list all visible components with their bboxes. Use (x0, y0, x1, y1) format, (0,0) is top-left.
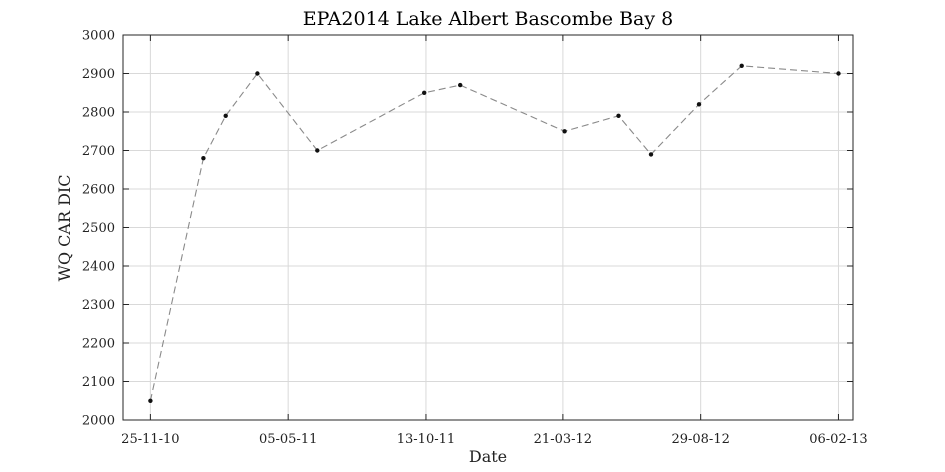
grid (123, 34, 853, 421)
data-point (739, 63, 744, 68)
data-point (422, 90, 427, 96)
x-tick-label: 29-08-12 (671, 432, 729, 447)
data-point (255, 71, 260, 76)
x-tick-label: 05-05-11 (259, 432, 317, 447)
data-point (458, 82, 463, 88)
axis-ticks (123, 34, 853, 421)
tick-labels: 2000 2100 2200 2300 2400 2500 2600 2700 2800 2900… (82, 29, 868, 448)
y-tick-label: 2900 (82, 67, 115, 82)
x-tick-label: 25-11-10 (121, 432, 179, 447)
y-tick-label: 2500 (82, 221, 115, 236)
y-tick-label: 2100 (82, 375, 115, 390)
data-point (201, 156, 206, 161)
x-tick-label: 06-02-13 (809, 432, 867, 447)
x-axis-label: Date (469, 447, 507, 466)
data-point (696, 102, 702, 107)
data-point (648, 152, 654, 157)
y-tick-label: 2600 (82, 183, 115, 198)
y-tick-label: 3000 (82, 29, 115, 44)
data-point (562, 129, 567, 134)
data-point (148, 398, 153, 403)
y-tick-label: 2400 (82, 260, 115, 275)
series-line (149, 65, 839, 401)
x-tick-label: 21-03-12 (534, 432, 592, 447)
y-tick-label: 2000 (82, 414, 115, 429)
x-tick-label: 13-10-11 (397, 432, 455, 447)
y-tick-label: 2800 (82, 106, 115, 121)
data-series (148, 63, 841, 403)
y-tick-label: 2300 (82, 298, 115, 313)
y-tick-label: 2700 (82, 144, 115, 159)
data-point (223, 113, 228, 119)
chart-title: EPA2014 Lake Albert Bascombe Bay 8 (303, 8, 673, 30)
y-axis-label: WQ CAR DIC (55, 175, 74, 282)
data-point (616, 113, 621, 119)
data-point (836, 71, 841, 76)
data-point (315, 148, 320, 153)
y-tick-label: 2200 (82, 337, 115, 352)
